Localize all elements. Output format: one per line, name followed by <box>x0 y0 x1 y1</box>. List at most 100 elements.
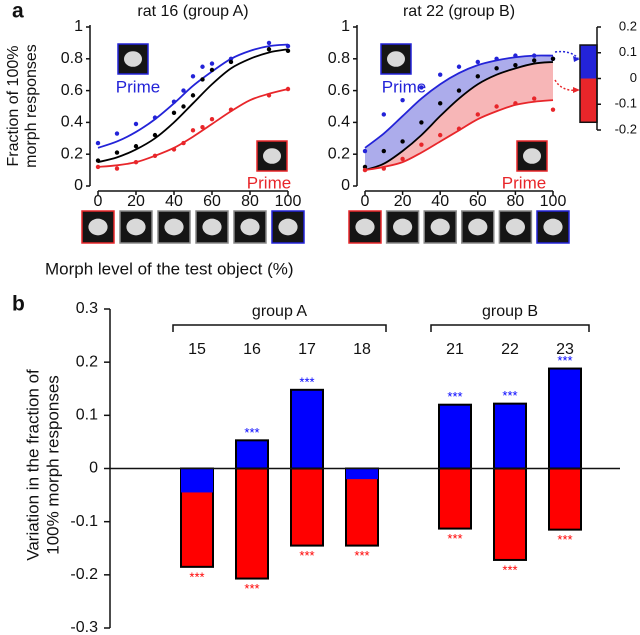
y-tick-label: -0.1 <box>70 513 98 530</box>
data-point <box>513 62 518 68</box>
data-point <box>266 40 272 46</box>
data-point <box>494 104 499 109</box>
data-point <box>152 132 158 138</box>
x-tick-label: 20 <box>127 193 145 210</box>
data-point <box>181 140 186 146</box>
data-point <box>171 147 177 152</box>
significance-label: *** <box>502 388 517 403</box>
fit-curve <box>364 54 554 149</box>
data-point <box>532 96 537 101</box>
colorbar-tick-label: 0 <box>630 70 637 85</box>
data-point <box>95 164 101 170</box>
x-tick-label: 40 <box>165 193 183 210</box>
series-label: Prime <box>502 173 546 192</box>
bar <box>235 439 269 470</box>
y-tick-label: 0.8 <box>328 50 350 67</box>
fit-curve <box>97 48 289 164</box>
y-tick-label: 1 <box>74 18 83 35</box>
data-point <box>266 93 272 98</box>
bar <box>290 388 324 470</box>
significance-label: *** <box>447 389 462 404</box>
data-point <box>133 144 139 149</box>
colorbar-tick-label: 0.2 <box>619 18 637 33</box>
thumbnail-object <box>393 218 413 236</box>
y-tick-label: 0.3 <box>76 300 98 317</box>
fit-curve <box>97 43 289 149</box>
thumbnail-object <box>124 51 142 67</box>
thumbnail-object <box>240 218 260 236</box>
data-point <box>114 131 120 136</box>
x-axis-label: Morph level of the test object (%) <box>45 259 294 278</box>
data-point <box>209 117 215 122</box>
bar <box>548 367 582 470</box>
x-tick-label: 16 <box>243 341 261 358</box>
data-point <box>381 166 386 171</box>
data-point <box>133 159 139 165</box>
arrow <box>554 50 579 59</box>
colorbar-segment <box>580 78 597 123</box>
data-point <box>475 112 480 117</box>
data-point <box>438 132 443 138</box>
significance-label: *** <box>502 562 517 577</box>
significance-label: *** <box>299 374 314 389</box>
bar <box>290 467 324 547</box>
data-point <box>438 72 443 77</box>
y-tick-label: -0.3 <box>70 619 98 635</box>
data-point <box>475 59 480 65</box>
y-tick-label: 0.6 <box>61 82 83 99</box>
data-point <box>532 53 537 58</box>
data-point <box>190 128 196 133</box>
data-point <box>362 164 368 170</box>
thumbnail-object <box>355 218 375 236</box>
data-point <box>190 74 196 79</box>
bar <box>438 403 472 470</box>
colorbar-tick-label: -0.1 <box>615 96 637 111</box>
series-label: Prime <box>116 77 160 96</box>
y-tick-label: 0 <box>74 177 83 194</box>
bar <box>493 402 527 470</box>
data-point <box>209 67 215 73</box>
x-tick-label: 60 <box>203 193 221 210</box>
data-point <box>438 101 443 106</box>
bar <box>548 467 582 531</box>
y-tick-label: 0.4 <box>328 114 350 131</box>
data-point <box>475 74 480 79</box>
data-point <box>114 150 120 155</box>
data-point <box>266 47 272 52</box>
significance-label: *** <box>557 353 572 368</box>
thumbnail-object <box>263 148 281 164</box>
x-tick-label: 100 <box>275 193 302 210</box>
x-tick-label: 18 <box>353 341 371 358</box>
data-point <box>200 124 205 130</box>
data-point <box>228 59 234 65</box>
thumbnail-object <box>468 218 488 236</box>
bar <box>181 468 213 493</box>
data-point <box>494 56 499 61</box>
thumbnail-object <box>126 218 146 236</box>
significance-label: *** <box>557 532 572 547</box>
data-point <box>200 77 205 82</box>
data-point <box>228 107 234 112</box>
data-point <box>362 148 368 154</box>
thumbnail-object <box>505 218 525 236</box>
panel-label: b <box>12 293 25 316</box>
data-point <box>285 86 291 92</box>
x-tick-label: 23 <box>556 341 574 358</box>
y-tick-label: 0.6 <box>328 82 350 99</box>
y-tick-label: 0 <box>89 460 98 477</box>
bar <box>438 467 472 530</box>
x-tick-label: 20 <box>394 193 412 210</box>
data-point <box>400 139 405 144</box>
significance-label: *** <box>244 425 259 440</box>
data-point <box>95 140 101 146</box>
y-tick-label: 1 <box>341 18 350 35</box>
data-point <box>285 43 291 49</box>
y-axis-label: 100% morph responses <box>43 375 62 555</box>
bar <box>345 467 379 547</box>
thumbnail-object <box>164 218 184 236</box>
data-point <box>513 101 518 106</box>
data-point <box>419 120 424 125</box>
data-point <box>381 148 386 154</box>
y-tick-label: 0.8 <box>61 50 83 67</box>
